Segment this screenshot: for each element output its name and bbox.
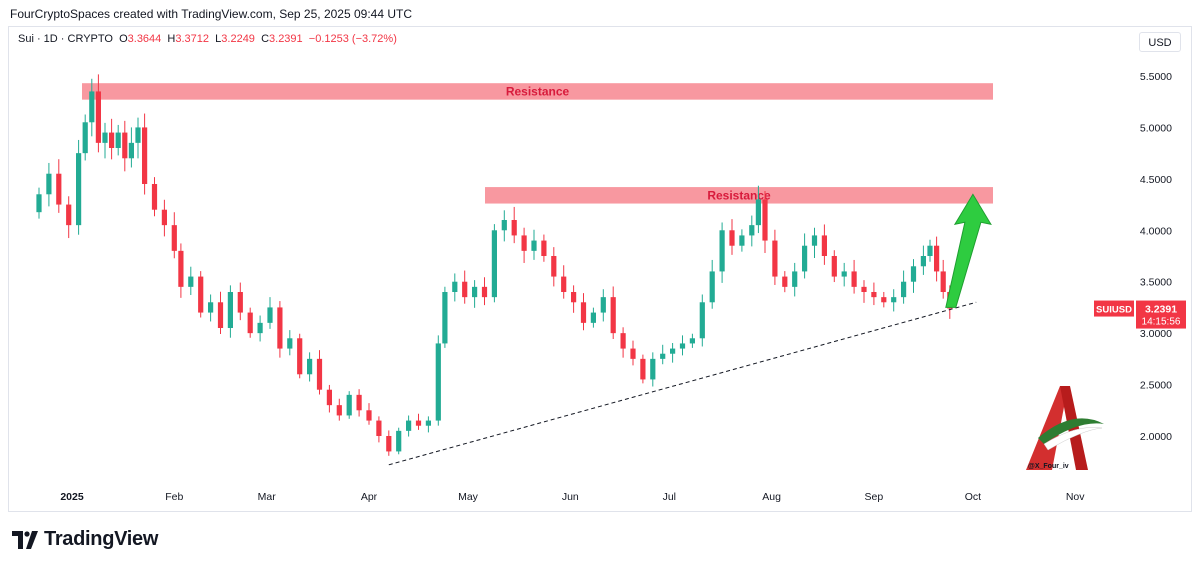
currency-button[interactable]: USD [1139,32,1181,52]
low-value: 3.2249 [221,33,255,45]
tradingview-logo[interactable]: TradingView [12,528,158,551]
change-value: −0.1253 (−3.72%) [308,33,397,45]
open-label: O [119,33,128,45]
close-label: C [261,33,270,45]
chart-caption: FourCryptoSpaces created with TradingVie… [10,7,412,21]
symbol-label[interactable]: Sui · 1D · CRYPTO [18,33,113,45]
high-label: H [167,33,176,45]
ohlc-legend: Sui · 1D · CRYPTO O3.3644 H3.3712 L3.224… [18,33,397,45]
high-value: 3.3712 [175,33,210,45]
tradingview-mark-icon [12,530,38,549]
low-label: L [215,33,222,45]
tradingview-brand-text: TradingView [44,528,159,550]
open-value: 3.3644 [127,33,162,45]
watermark-handle: @X_Four_iv [1028,463,1069,470]
close-value: 3.2391 [269,33,303,45]
chart-frame [8,26,1192,512]
watermark-logo [1018,380,1110,480]
letter-a-logo-icon [1026,386,1104,470]
